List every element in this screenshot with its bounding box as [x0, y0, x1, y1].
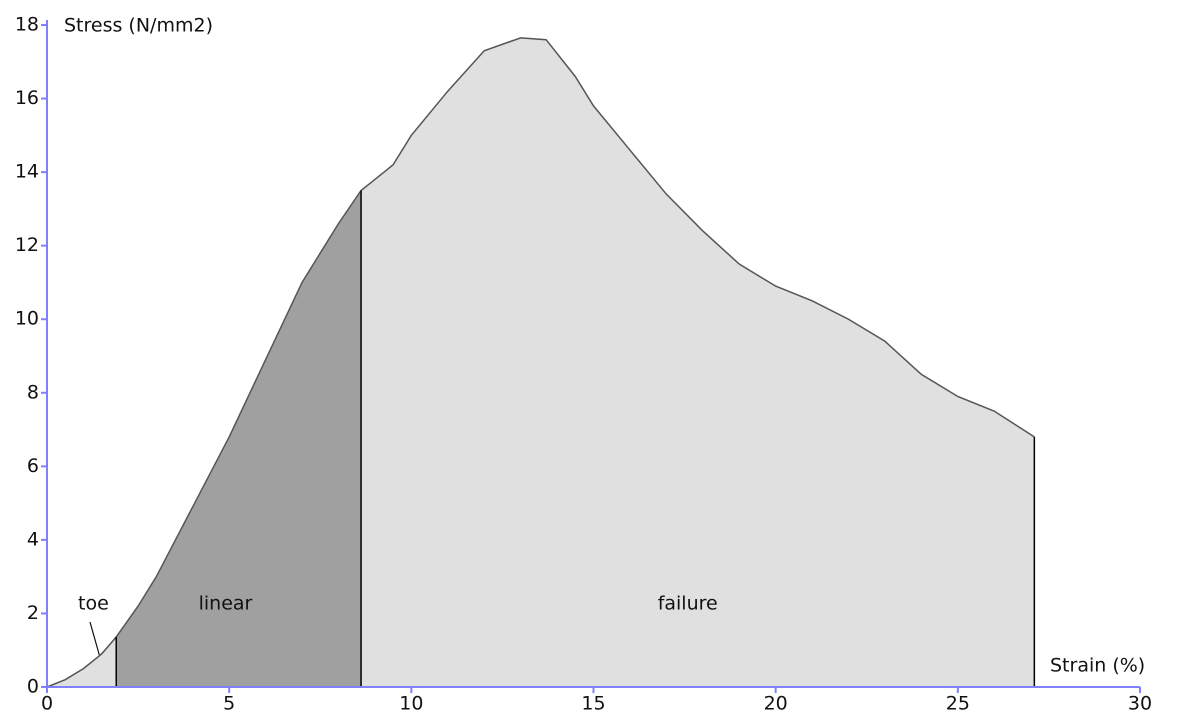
y-tick-label: 14 [15, 161, 39, 183]
y-tick-label: 2 [27, 602, 39, 624]
x-tick-label: 15 [581, 693, 605, 715]
y-tick-label: 4 [27, 528, 39, 550]
x-tick-label: 20 [764, 693, 788, 715]
x-tick-label: 30 [1128, 693, 1152, 715]
y-tick-label: 12 [15, 234, 39, 256]
region-label: failure [658, 593, 718, 615]
y-tick-label: 6 [27, 455, 39, 477]
y-tick-label: 18 [15, 14, 39, 36]
region-label: toe [78, 593, 109, 615]
y-tick-label: 16 [15, 87, 39, 109]
region-area [361, 37, 1035, 687]
x-tick-label: 5 [223, 693, 235, 715]
x-tick-label: 0 [41, 693, 53, 715]
x-tick-label: 10 [399, 693, 423, 715]
y-tick-label: 8 [27, 381, 39, 403]
x-axis-label: Strain (%) [1050, 655, 1145, 677]
y-tick-label: 0 [27, 676, 39, 698]
region-area [116, 190, 362, 687]
y-axis-label: Stress (N/mm2) [64, 15, 213, 37]
region-label: linear [199, 593, 253, 615]
x-tick-label: 25 [946, 693, 970, 715]
y-tick-label: 10 [15, 308, 39, 330]
stress-curve [46, 37, 1035, 688]
region-area [47, 636, 117, 687]
